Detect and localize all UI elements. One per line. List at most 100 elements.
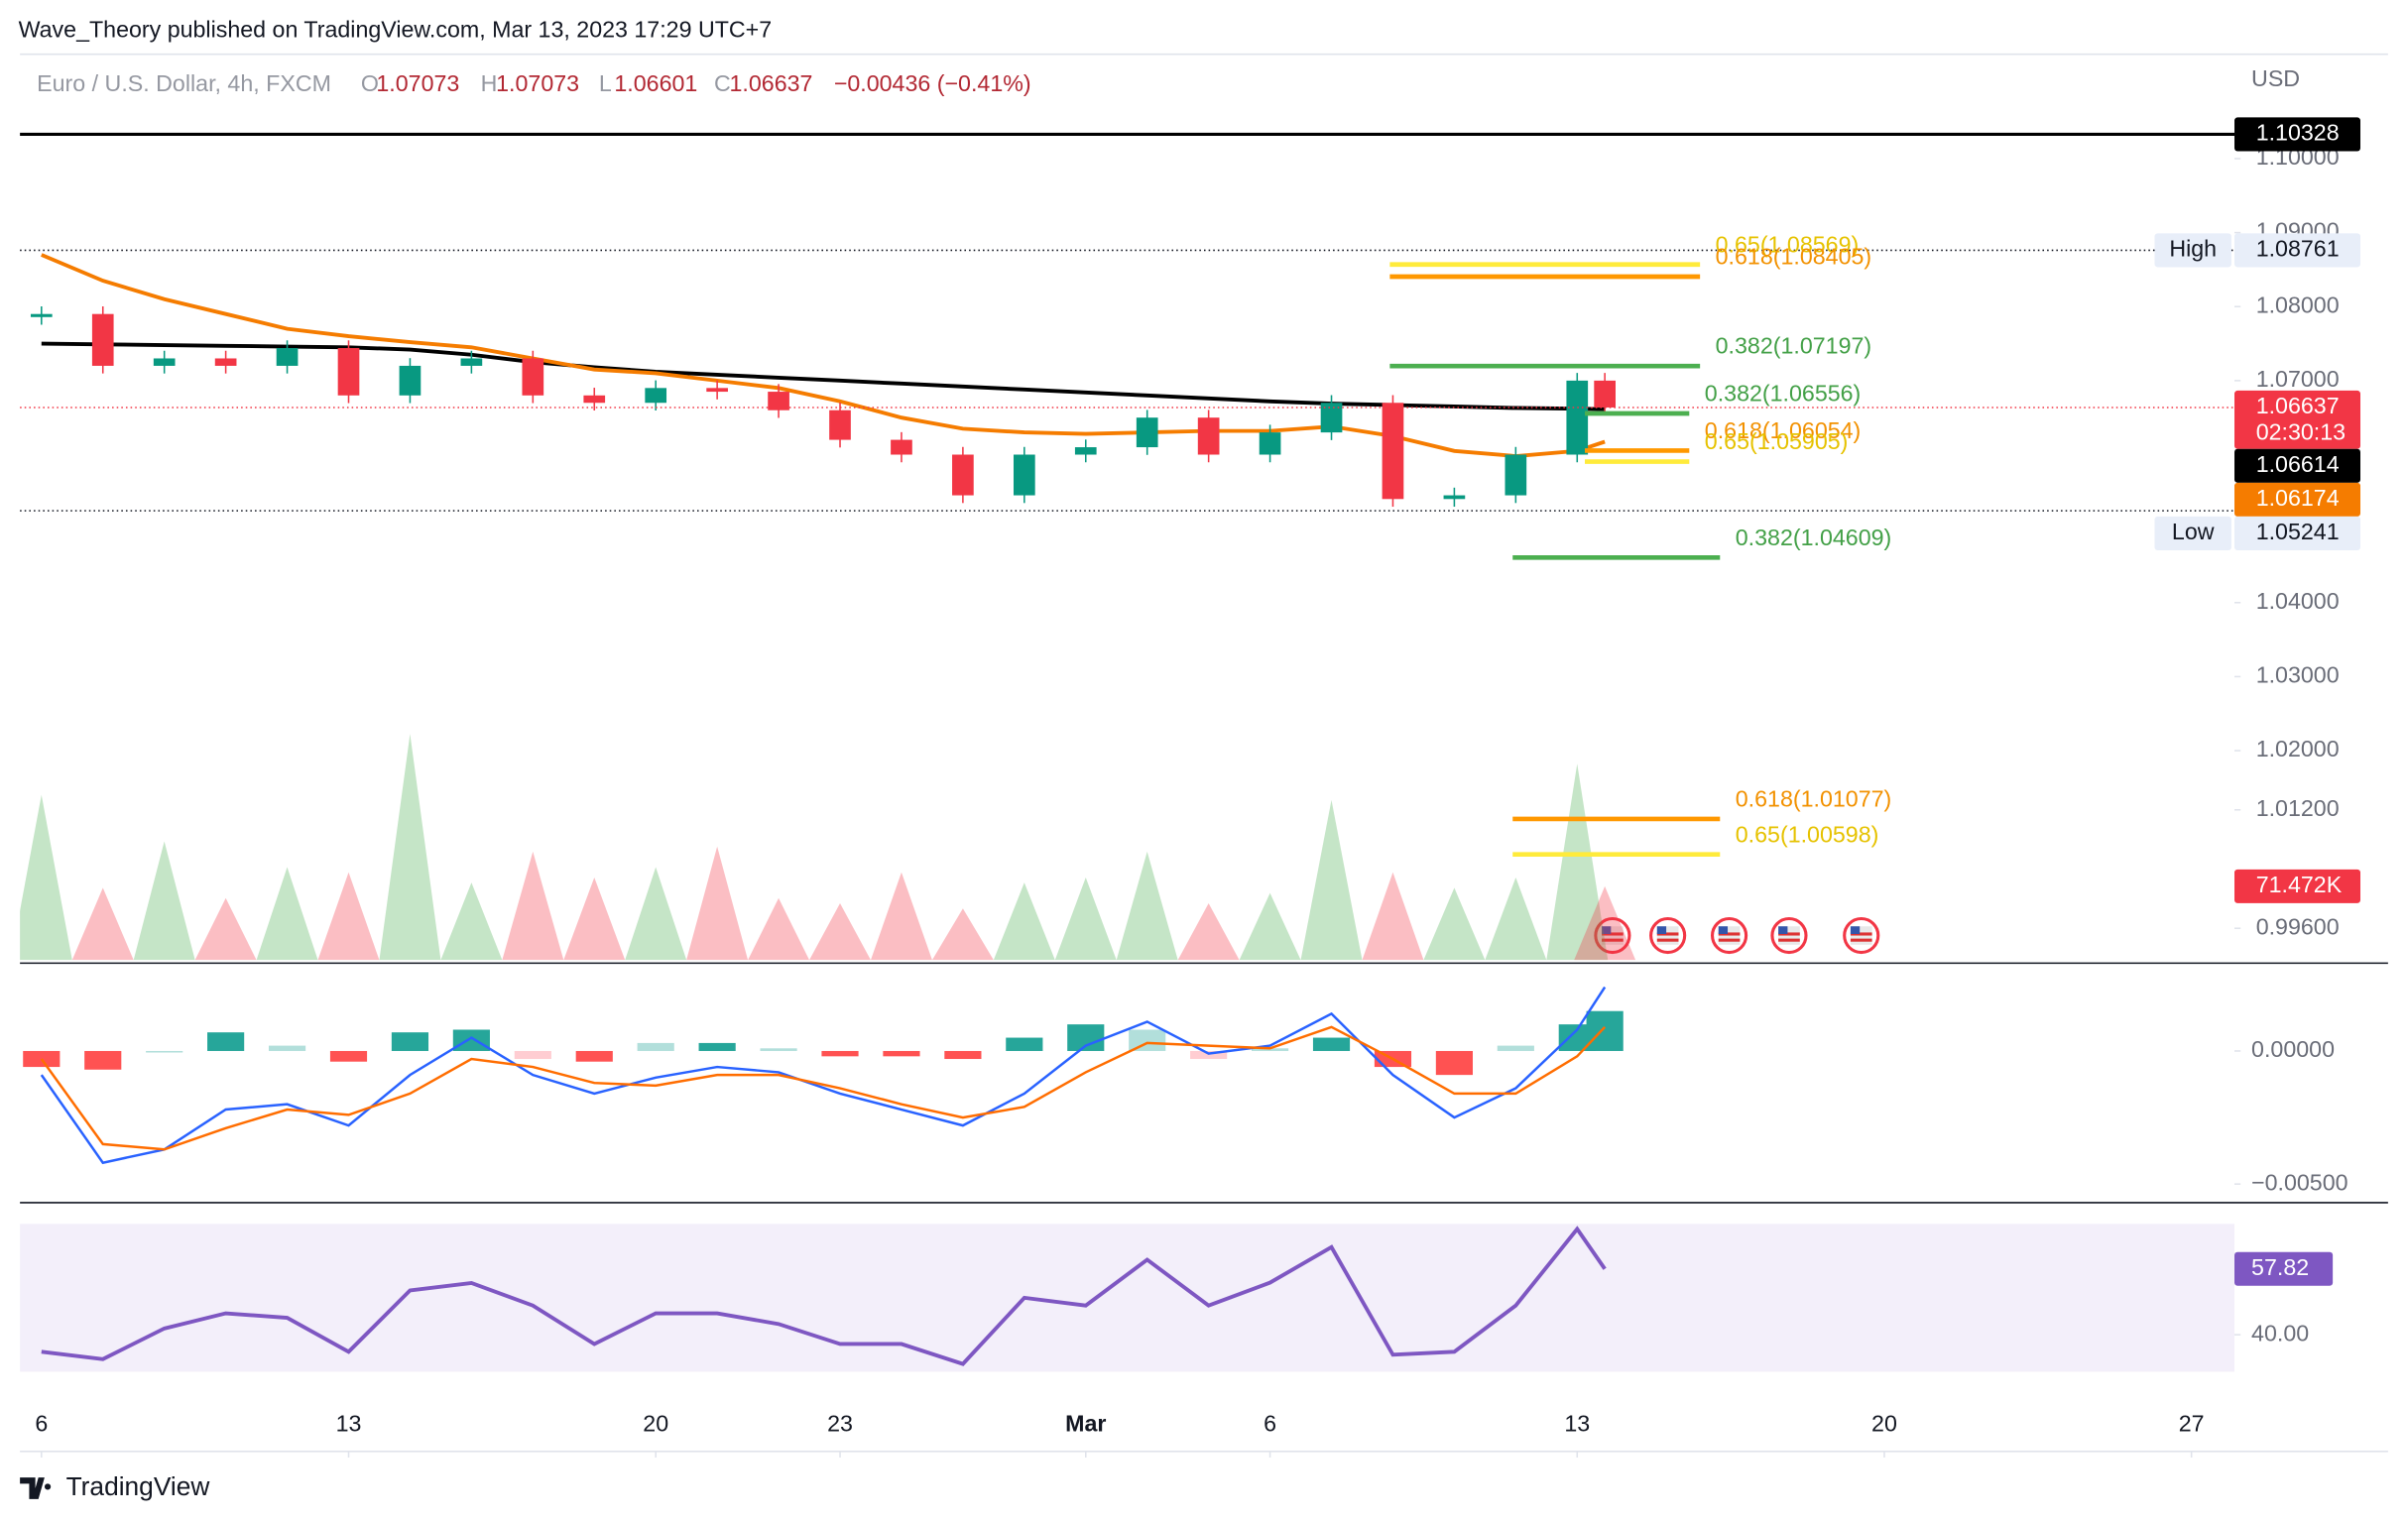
histogram-bar — [760, 1048, 797, 1051]
histogram-bar — [698, 1042, 736, 1051]
candle — [1382, 403, 1404, 500]
volume-peak — [870, 872, 932, 961]
x-tick-label: 6 — [35, 1411, 48, 1437]
histogram-bar — [329, 1050, 368, 1062]
volume-peak — [563, 877, 626, 961]
candle — [645, 388, 667, 404]
candle — [1443, 495, 1466, 500]
volume-badge — [2234, 869, 2360, 903]
brand: TradingView — [66, 1471, 211, 1501]
event-flag — [1843, 916, 1880, 955]
volume-peak — [809, 903, 871, 961]
candle — [1197, 417, 1220, 455]
volume-peak — [625, 867, 687, 961]
publisher: Wave_Theory published on TradingView.com… — [19, 17, 773, 43]
x-tick-label: 27 — [2179, 1411, 2205, 1437]
candle — [891, 439, 912, 455]
histogram-bar — [1129, 1029, 1166, 1051]
logo-mark — [20, 1477, 52, 1499]
price-badge — [2234, 233, 2360, 268]
volume-peak — [748, 897, 810, 961]
price-badge-label: 1.06637 — [2256, 393, 2340, 418]
price-tag: Low — [2172, 519, 2215, 544]
fib-label: 0.382(1.07197) — [1716, 333, 1872, 359]
volume-peak — [20, 794, 72, 961]
volume-peak — [1177, 903, 1240, 961]
histogram-bar — [1252, 1048, 1289, 1051]
histogram-bar — [1312, 1037, 1351, 1051]
histogram-bar — [23, 1050, 60, 1068]
ohlc-key: C — [714, 70, 731, 96]
candle — [1259, 432, 1281, 455]
volume-peak — [1485, 877, 1547, 961]
y-tick-label: 0.00000 — [2251, 1036, 2335, 1062]
price-tag-bg — [2154, 516, 2231, 550]
moving-average — [41, 253, 1606, 458]
volume-peak — [1054, 877, 1117, 961]
histogram-bar — [452, 1029, 490, 1051]
ohlc-value: 1.07073 — [496, 70, 579, 96]
histogram-bar — [391, 1032, 429, 1051]
volume-peak — [440, 882, 503, 961]
x-tick-label: 6 — [1264, 1411, 1276, 1437]
volume-peak — [194, 897, 257, 961]
price-pane — [20, 253, 1636, 961]
histogram-bar — [637, 1042, 674, 1051]
event-flag — [1649, 916, 1687, 955]
candle — [829, 410, 851, 440]
histogram-bar — [1006, 1037, 1043, 1051]
candle — [1074, 447, 1097, 455]
candle — [768, 392, 789, 410]
y-tick-label: 0.99600 — [2256, 913, 2340, 939]
candle — [706, 388, 728, 393]
fib-label: 0.382(1.06556) — [1705, 381, 1862, 407]
volume-peak — [1362, 872, 1424, 961]
price-badge-label: 1.10328 — [2256, 120, 2340, 146]
histogram-bar — [944, 1050, 982, 1060]
histogram-bar — [146, 1050, 183, 1053]
candle — [30, 313, 53, 317]
histogram-bar — [1497, 1045, 1534, 1051]
histogram-bar — [575, 1050, 613, 1062]
fib-label: 0.65(1.08569) — [1716, 231, 1860, 257]
moving-average — [41, 341, 1606, 411]
candle — [1594, 380, 1616, 408]
ohlc-key: L — [599, 70, 612, 96]
rsi-band — [20, 1224, 2235, 1372]
volume-peak — [1239, 892, 1301, 961]
y-tick-label: 1.07000 — [2256, 366, 2340, 392]
candle — [460, 358, 483, 366]
fib-label: 0.618(1.06054) — [1705, 417, 1862, 443]
ohlc-value: 1.06601 — [614, 70, 697, 96]
price-badge-label: 1.06174 — [2256, 485, 2340, 511]
volume-peak — [379, 734, 441, 961]
candle — [153, 358, 176, 366]
histogram-bar — [268, 1045, 306, 1051]
ohlc-key: H — [481, 70, 498, 96]
symbol: Euro / U.S. Dollar, 4h, FXCM — [37, 70, 331, 96]
volume-badge-label: 71.472K — [2256, 872, 2343, 897]
price-badge — [2234, 482, 2360, 517]
volume-peak — [1423, 887, 1486, 961]
candle — [1320, 403, 1343, 433]
volume-peak — [256, 867, 318, 961]
candle — [214, 358, 237, 366]
volume-peak — [317, 872, 380, 961]
countdown: 02:30:13 — [2256, 418, 2346, 444]
histogram-bar — [207, 1032, 245, 1051]
fib-label: 0.65(1.00598) — [1736, 821, 1879, 847]
candle — [91, 313, 114, 366]
x-tick-label: Mar — [1065, 1411, 1106, 1437]
ohlc-value: 1.07073 — [376, 70, 459, 96]
events — [1594, 916, 1880, 955]
histogram-bar — [514, 1050, 551, 1060]
volume-peak — [502, 851, 564, 961]
volume-peak — [1546, 763, 1609, 961]
price-badge — [2234, 117, 2360, 152]
fib-label: 0.618(1.08405) — [1716, 244, 1872, 270]
candle — [583, 395, 606, 404]
x-tick-label: 20 — [1871, 1411, 1897, 1437]
y-tick-label: 1.02000 — [2256, 736, 2340, 761]
candle — [522, 358, 544, 396]
